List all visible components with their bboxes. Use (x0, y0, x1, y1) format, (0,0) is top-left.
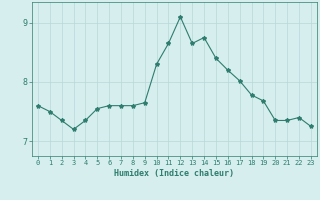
X-axis label: Humidex (Indice chaleur): Humidex (Indice chaleur) (115, 169, 234, 178)
